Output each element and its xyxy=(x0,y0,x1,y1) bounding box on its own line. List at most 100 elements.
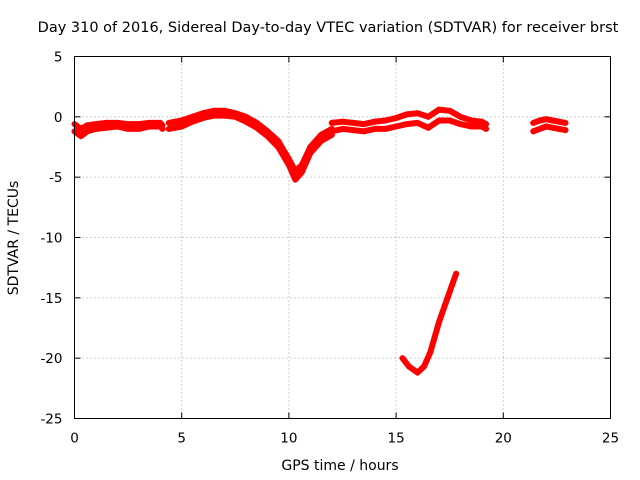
data-point-marker xyxy=(318,131,325,138)
data-point-marker xyxy=(468,117,475,124)
data-point-marker xyxy=(435,318,442,325)
data-point-marker xyxy=(232,113,239,120)
y-tick-label: -20 xyxy=(40,351,62,367)
data-point-marker xyxy=(543,116,550,123)
data-point-marker xyxy=(530,128,537,135)
x-tick-label: 15 xyxy=(388,431,405,447)
y-tick-label: -25 xyxy=(40,412,62,428)
x-tick-label: 5 xyxy=(177,431,186,447)
data-series-track-e xyxy=(328,106,490,128)
grid xyxy=(74,56,611,419)
data-point-marker xyxy=(84,128,91,135)
data-point-marker xyxy=(549,117,556,124)
data-point-marker xyxy=(403,111,410,118)
data-point-marker xyxy=(549,124,556,131)
data-point-marker xyxy=(446,107,453,114)
data-point-marker xyxy=(84,122,91,129)
chart-title: Day 310 of 2016, Sidereal Day-to-day VTE… xyxy=(38,20,619,36)
data-point-marker xyxy=(165,125,172,132)
y-tick-label: 0 xyxy=(54,110,63,126)
data-point-marker xyxy=(371,125,378,132)
data-point-marker xyxy=(77,133,84,140)
data-point-marker xyxy=(165,119,172,126)
y-tick-label: -5 xyxy=(49,170,62,186)
data-point-marker xyxy=(318,137,325,144)
data-point-marker xyxy=(543,123,550,130)
data-point-marker xyxy=(350,127,357,134)
data-point-marker xyxy=(178,123,185,130)
data-point-marker xyxy=(146,119,153,126)
data-point-marker xyxy=(556,118,563,125)
data-point-marker xyxy=(562,119,569,126)
data-point-marker xyxy=(178,117,185,124)
axis-ticks: 0 5 10 15 20 25 5 0 -5 -10 -15 -20 -25 xyxy=(40,50,619,447)
data-point-marker xyxy=(405,363,412,370)
data-series-track-h xyxy=(530,123,569,135)
data-point-marker xyxy=(478,123,485,130)
data-point-marker xyxy=(200,115,207,122)
data-point-marker xyxy=(298,169,305,176)
data-point-marker xyxy=(103,119,110,126)
x-tick-label: 10 xyxy=(280,431,297,447)
data-point-marker xyxy=(285,162,292,169)
data-point-marker xyxy=(382,125,389,132)
data-point-marker xyxy=(425,124,432,131)
data-series-band xyxy=(328,117,490,135)
y-tick-label: -15 xyxy=(40,291,62,307)
data-point-marker xyxy=(446,117,453,124)
data-series-track-i xyxy=(399,270,460,376)
data-point-marker xyxy=(125,121,132,128)
data-point-marker xyxy=(457,113,464,120)
data-point-marker xyxy=(468,123,475,130)
data-plot xyxy=(71,106,569,376)
data-point-marker xyxy=(414,119,421,126)
data-point-marker xyxy=(350,119,357,126)
data-point-marker xyxy=(360,121,367,128)
data-point-marker xyxy=(435,117,442,124)
data-point-marker xyxy=(562,127,569,134)
x-tick-label: 25 xyxy=(602,431,619,447)
y-axis-label: SDTVAR / TECUs xyxy=(6,181,22,296)
data-point-marker xyxy=(339,125,346,132)
data-point-marker xyxy=(393,123,400,130)
data-point-marker xyxy=(360,128,367,135)
data-point-marker xyxy=(414,369,421,376)
y-tick-label: -10 xyxy=(40,231,62,247)
data-point-marker xyxy=(328,119,335,126)
data-point-marker xyxy=(210,112,217,119)
data-point-marker xyxy=(135,121,142,128)
data-point-marker xyxy=(403,121,410,128)
data-point-marker xyxy=(114,119,121,126)
data-series-track-g xyxy=(530,116,569,126)
data-series-track-f xyxy=(328,117,490,135)
data-point-marker xyxy=(453,270,460,277)
y-tick-label: 5 xyxy=(54,50,63,66)
data-point-marker xyxy=(275,144,282,150)
data-point-marker xyxy=(435,106,442,113)
data-point-marker xyxy=(483,125,490,132)
data-point-marker xyxy=(442,300,449,307)
data-point-marker xyxy=(457,121,464,128)
data-point-marker xyxy=(414,110,421,117)
data-point-marker xyxy=(307,150,314,157)
data-point-marker xyxy=(243,118,250,125)
data-point-marker xyxy=(530,119,537,126)
data-point-marker xyxy=(420,363,427,370)
data-point-marker xyxy=(556,125,563,132)
x-tick-label: 0 xyxy=(70,431,79,447)
data-point-marker xyxy=(425,113,432,120)
data-point-marker xyxy=(253,124,260,131)
data-point-marker xyxy=(77,125,84,132)
data-series-track-c xyxy=(165,107,335,175)
data-point-marker xyxy=(393,115,400,122)
data-point-marker xyxy=(292,176,299,183)
x-tick-label: 20 xyxy=(495,431,512,447)
data-point-marker xyxy=(221,112,228,119)
data-point-marker xyxy=(427,349,434,356)
data-point-marker xyxy=(382,117,389,124)
data-point-marker xyxy=(189,118,196,125)
x-axis-label: GPS time / hours xyxy=(281,458,398,474)
data-point-marker xyxy=(328,128,335,135)
data-point-marker xyxy=(159,122,166,129)
